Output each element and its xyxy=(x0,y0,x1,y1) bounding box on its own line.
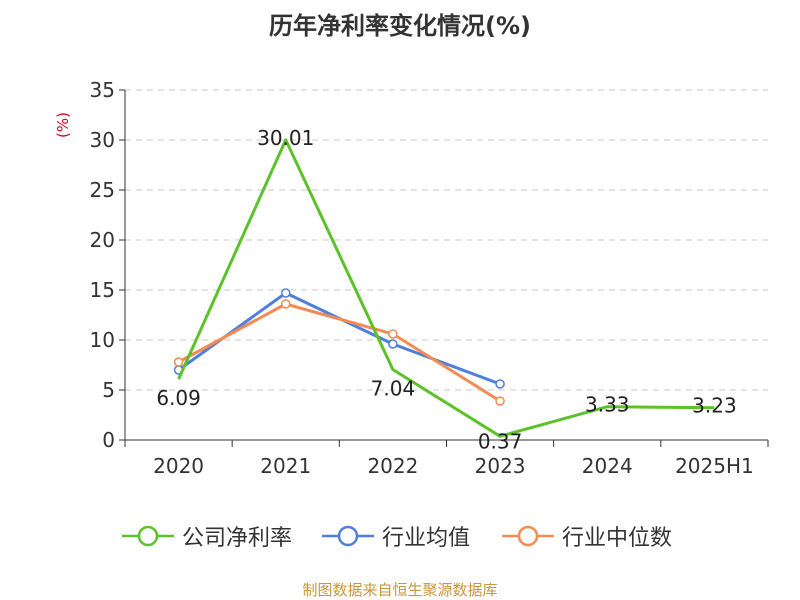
legend-item: 公司净利率 xyxy=(122,518,292,554)
legend-label: 公司净利率 xyxy=(182,526,293,551)
series-point-1 xyxy=(495,379,505,389)
series-line-2 xyxy=(177,302,501,403)
x-tick-label: 2020 xyxy=(153,454,204,478)
legend-label: 行业中位数 xyxy=(562,526,673,551)
y-tick-label: 10 xyxy=(90,328,115,352)
data-label: 0.37 xyxy=(478,429,523,453)
data-label: 3.23 xyxy=(692,394,737,418)
legend-item: 行业均值 xyxy=(322,518,470,554)
legend-marker-icon xyxy=(122,525,174,547)
legend-marker-circle xyxy=(137,525,159,547)
legend-label: 行业均值 xyxy=(382,526,471,551)
series-point-1 xyxy=(281,288,291,298)
data-label: 3.33 xyxy=(585,393,630,417)
series-point-2 xyxy=(388,329,398,339)
data-label: 30.01 xyxy=(257,126,314,150)
legend-marker-circle xyxy=(517,525,539,547)
y-tick-label: 35 xyxy=(90,78,115,102)
y-tick-label: 25 xyxy=(90,178,115,202)
data-label: 7.04 xyxy=(371,377,416,401)
x-tick-label: 2024 xyxy=(582,454,633,478)
chart-title: 历年净利率变化情况(%) xyxy=(269,12,531,40)
y-tick-label: 0 xyxy=(102,428,115,452)
y-tick-label: 5 xyxy=(102,378,115,402)
data-source-note: 制图数据来自恒生聚源数据库 xyxy=(302,581,498,599)
y-axis-label: (%) xyxy=(54,112,72,138)
series-point-2 xyxy=(281,299,291,309)
legend-marker-circle xyxy=(337,525,359,547)
series-point-1 xyxy=(388,339,398,349)
chart-legend: 公司净利率 行业均值 行业中位数 xyxy=(0,518,800,554)
series-line-0 xyxy=(177,138,715,438)
legend-item: 行业中位数 xyxy=(502,518,672,554)
series-point-2 xyxy=(173,357,184,367)
x-tick-label: 2021 xyxy=(260,454,311,478)
legend-marker-icon xyxy=(502,525,554,547)
data-label: 6.09 xyxy=(156,386,201,410)
y-tick-label: 30 xyxy=(90,128,115,152)
x-tick-label: 2022 xyxy=(367,454,418,478)
y-tick-label: 15 xyxy=(90,278,115,302)
series-point-2 xyxy=(495,396,505,406)
y-tick-label: 20 xyxy=(90,228,115,252)
legend-marker-icon xyxy=(322,525,374,547)
x-tick-label: 2025H1 xyxy=(675,454,754,478)
x-tick-label: 2023 xyxy=(475,454,526,478)
